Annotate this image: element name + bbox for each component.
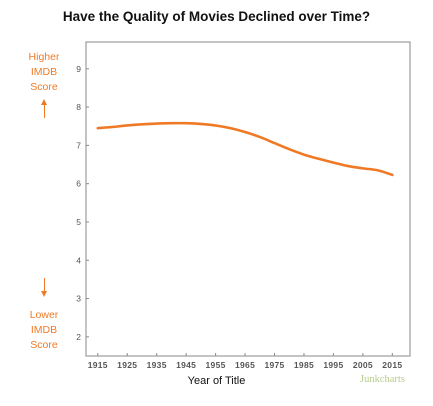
data-point bbox=[170, 122, 173, 124]
data-point bbox=[215, 124, 217, 127]
data-point bbox=[97, 127, 99, 129]
x-tick-label: 1995 bbox=[323, 360, 343, 370]
y-tick-label: 3 bbox=[76, 294, 81, 304]
y-tick-label: 7 bbox=[76, 140, 81, 150]
x-tick-label: 1945 bbox=[176, 360, 196, 370]
x-tick-label: 1925 bbox=[117, 360, 137, 370]
data-point bbox=[318, 158, 320, 160]
chart-title: Have the Quality of Movies Declined over… bbox=[62, 9, 371, 24]
x-tick-label: 1935 bbox=[147, 360, 167, 370]
data-point bbox=[273, 142, 276, 144]
lower-score-annotation: Lower IMDB Score bbox=[29, 309, 59, 351]
x-tick-label: 1975 bbox=[264, 360, 284, 370]
data-point bbox=[200, 123, 202, 125]
x-tick-label: 1955 bbox=[206, 360, 226, 370]
data-point bbox=[156, 122, 158, 125]
data-point bbox=[288, 148, 290, 150]
y-tick-label: 6 bbox=[76, 179, 81, 189]
x-tick-label: 1965 bbox=[235, 360, 255, 370]
data-point bbox=[377, 169, 379, 171]
y-tick-label: 4 bbox=[76, 255, 81, 265]
data-point bbox=[141, 123, 143, 125]
y-tick-label: 9 bbox=[76, 64, 81, 74]
data-point bbox=[185, 122, 187, 124]
x-tick-label: 2005 bbox=[353, 360, 373, 370]
x-tick-label: 1915 bbox=[88, 360, 108, 370]
credit-label: Junkcharts bbox=[360, 374, 405, 385]
x-axis-label: Year of Title bbox=[187, 375, 246, 387]
data-point bbox=[332, 162, 335, 164]
data-point bbox=[391, 174, 393, 176]
data-point bbox=[111, 126, 114, 128]
data-point bbox=[259, 136, 261, 138]
plot-frame bbox=[85, 41, 411, 357]
series-line bbox=[96, 121, 394, 177]
x-tick-label: 2015 bbox=[382, 360, 402, 370]
arrow-down-icon bbox=[41, 278, 47, 297]
data-point bbox=[362, 167, 364, 169]
data-point bbox=[229, 127, 231, 129]
y-tick-label: 8 bbox=[76, 102, 81, 112]
y-tick-label: 5 bbox=[76, 217, 81, 227]
x-tick-label: 1985 bbox=[294, 360, 314, 370]
arrow-up-icon bbox=[41, 99, 47, 118]
data-point bbox=[244, 131, 246, 133]
data-point bbox=[126, 124, 128, 127]
higher-score-annotation: Higher IMDB Score bbox=[28, 51, 60, 93]
y-tick-label: 2 bbox=[76, 332, 81, 342]
data-point bbox=[347, 165, 349, 167]
data-point bbox=[303, 153, 305, 156]
